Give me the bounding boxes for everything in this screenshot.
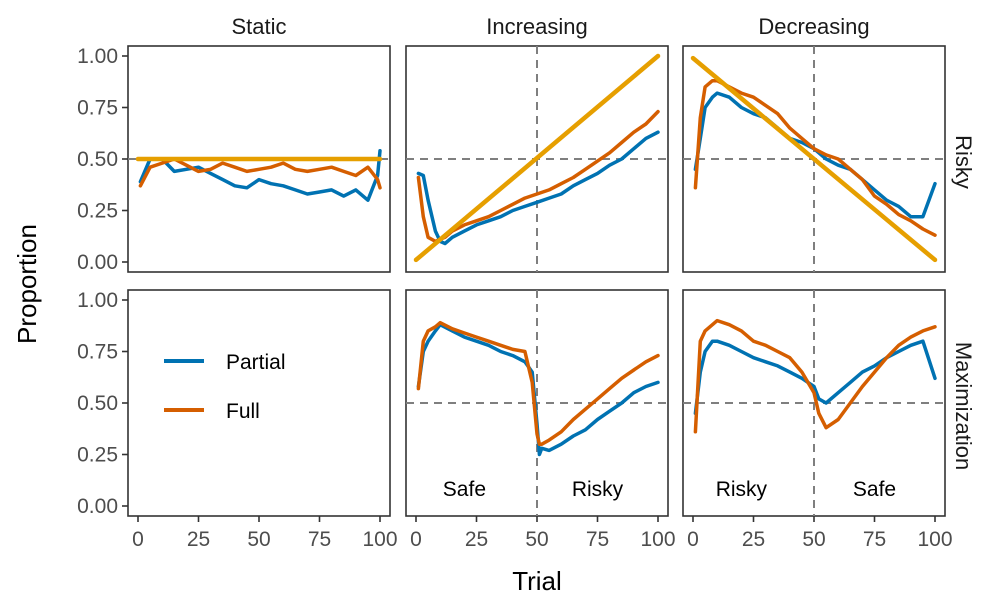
y-tick-label: 0.25 — [77, 200, 118, 223]
y-tick-label: 1.00 — [77, 45, 118, 68]
x-tick-label: 0 — [687, 528, 699, 551]
y-tick-label: 0.50 — [77, 148, 118, 171]
legend: Partial Full — [164, 351, 286, 423]
y-axis-title: Proportion — [12, 224, 42, 344]
x-tick-label: 75 — [308, 528, 331, 551]
y-tick-label: 0.00 — [77, 495, 118, 518]
series-line-partial — [138, 149, 382, 202]
y-tick-label: 0.25 — [77, 444, 118, 467]
y-tick-label: 0.75 — [77, 97, 118, 120]
x-tick-label: 75 — [586, 528, 609, 551]
x-tick-label: 25 — [742, 528, 765, 551]
x-tick-label: 0 — [410, 528, 422, 551]
column-strip-increasing: Increasing — [486, 14, 588, 39]
x-tick-label: 25 — [465, 528, 488, 551]
annotation-right: Risky — [572, 478, 624, 501]
series-line-full — [693, 78, 937, 237]
legend-label-full: Full — [226, 400, 260, 423]
column-strip-static: Static — [231, 14, 286, 39]
row-strip-maximization: Maximization — [951, 342, 976, 470]
legend-label-partial: Partial — [226, 351, 286, 374]
series-line-partial — [693, 91, 937, 219]
series-line-full — [138, 157, 382, 190]
x-tick-label: 50 — [247, 528, 270, 551]
series-line-expected — [413, 53, 661, 263]
panel-static-risky — [128, 149, 390, 202]
y-tick-label: 0.75 — [77, 341, 118, 364]
series-line-full — [693, 318, 937, 434]
x-axis-title: Trial — [512, 566, 562, 596]
row-strip-risky: Risky — [951, 135, 976, 189]
series-line-full — [416, 320, 660, 446]
y-tick-label: 0.50 — [77, 392, 118, 415]
panel-frame-static-maximization — [127, 289, 391, 517]
y-tick-label: 0.00 — [77, 251, 118, 274]
column-strip-decreasing: Decreasing — [758, 14, 869, 39]
panel-decreasing-risky — [683, 46, 945, 272]
x-tick-label: 50 — [525, 528, 548, 551]
annotation-right: Safe — [853, 478, 896, 501]
x-tick-label: 100 — [362, 528, 397, 551]
panel-increasing-risky — [406, 46, 668, 272]
y-tick-label: 1.00 — [77, 289, 118, 312]
x-tick-label: 100 — [640, 528, 675, 551]
x-tick-label: 25 — [187, 528, 210, 551]
panels-layer: 0.00 0.25 0.50 0.75 1.00 0.00 0.25 0.50 0.75 1.00… — [77, 45, 952, 551]
x-tick-label: 75 — [863, 528, 886, 551]
series-line-expected — [690, 55, 938, 263]
annotation-left: Safe — [443, 478, 486, 501]
annotation-left: Risky — [716, 478, 768, 501]
x-tick-label: 50 — [802, 528, 825, 551]
x-tick-label: 100 — [917, 528, 952, 551]
x-tick-label: 0 — [132, 528, 144, 551]
panel-decreasing-maximization: Risky Safe — [683, 290, 945, 516]
panel-increasing-maximization: Safe Risky — [406, 290, 668, 516]
